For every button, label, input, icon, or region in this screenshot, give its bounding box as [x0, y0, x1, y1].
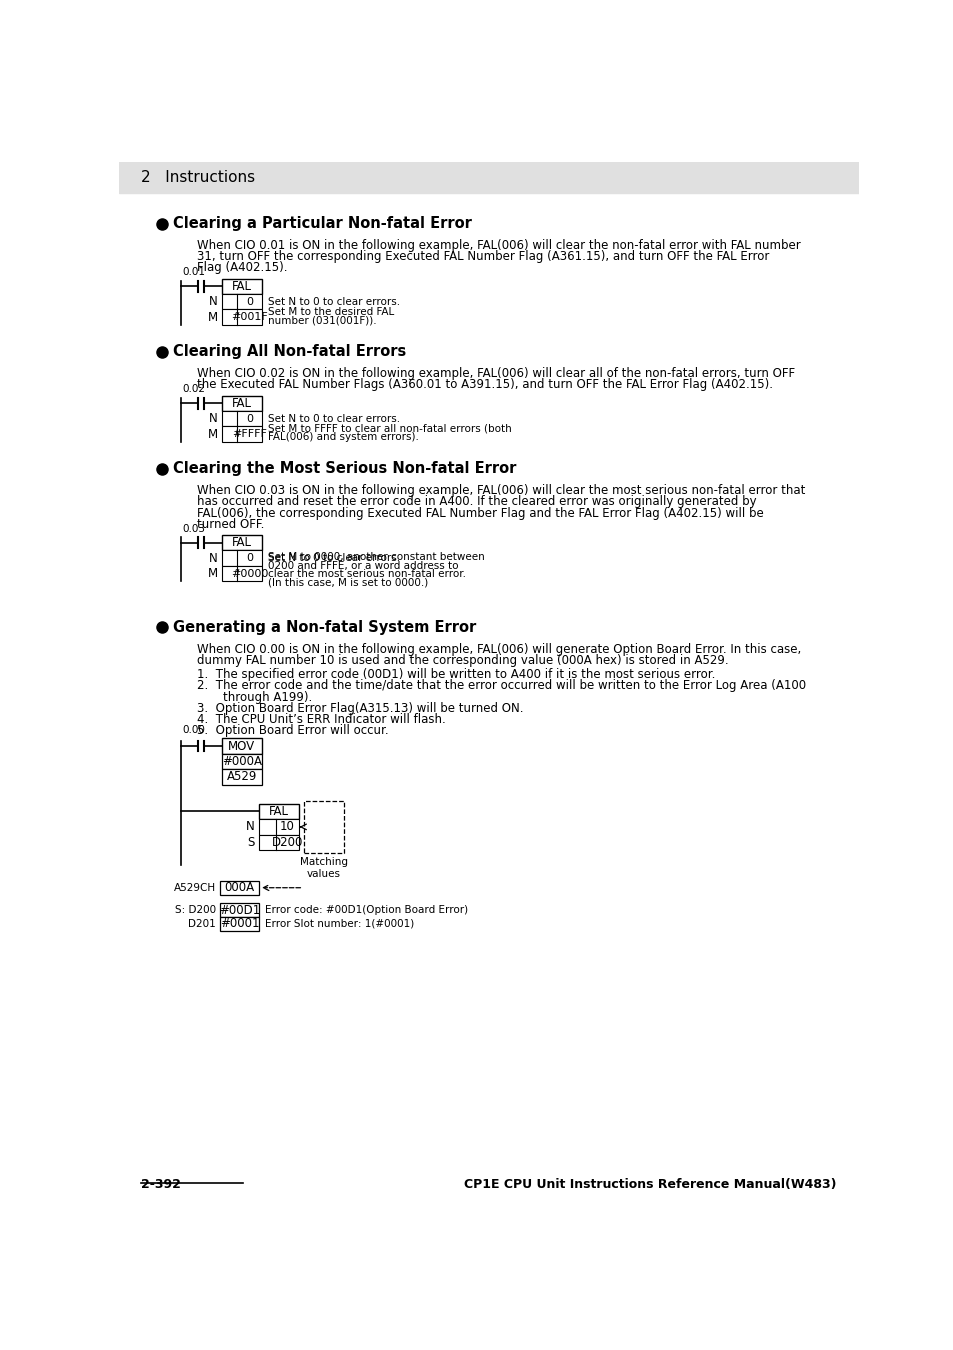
Text: M: M [208, 428, 217, 440]
Bar [221, 769, 261, 784]
Text: M: M [208, 310, 217, 324]
Text: Set M to 0000, another constant between: Set M to 0000, another constant between [268, 552, 484, 563]
Text: 10: 10 [279, 821, 294, 833]
Text: MOV: MOV [228, 740, 255, 752]
Text: 31, turn OFF the corresponding Executed FAL Number Flag (A361.15), and turn OFF : 31, turn OFF the corresponding Executed … [196, 250, 768, 263]
Bar [303, 801, 344, 853]
Text: #000A: #000A [221, 755, 261, 768]
Bar [258, 834, 298, 850]
Text: 0200 and FFFE, or a word address to: 0200 and FFFE, or a word address to [268, 560, 458, 571]
Text: through A199).: through A199). [208, 691, 313, 703]
Text: Matching
values: Matching values [299, 857, 348, 879]
Text: FAL: FAL [232, 397, 252, 410]
Text: 0: 0 [246, 414, 253, 424]
Text: (In this case, M is set to 0000.): (In this case, M is set to 0000.) [268, 578, 428, 587]
Text: 2.  The error code and the time/date that the error occurred will be written to : 2. The error code and the time/date that… [196, 679, 805, 693]
Bar [221, 738, 261, 753]
Text: D200: D200 [272, 836, 303, 849]
Text: When CIO 0.01 is ON in the following example, FAL(006) will clear the non-fatal : When CIO 0.01 is ON in the following exa… [196, 239, 800, 252]
Text: 2-392: 2-392 [141, 1177, 181, 1191]
Text: Set M to FFFF to clear all non-fatal errors (both: Set M to FFFF to clear all non-fatal err… [268, 424, 511, 433]
Text: 1.  The specified error code (00D1) will be written to A400 if it is the most se: 1. The specified error code (00D1) will … [196, 668, 715, 682]
Text: Clearing the Most Serious Non-fatal Error: Clearing the Most Serious Non-fatal Erro… [173, 462, 517, 477]
Text: turned OFF.: turned OFF. [196, 518, 264, 531]
Text: Error Slot number: 1(#0001): Error Slot number: 1(#0001) [265, 919, 414, 929]
Bar [221, 753, 261, 769]
Text: Clearing All Non-fatal Errors: Clearing All Non-fatal Errors [173, 344, 406, 359]
Text: N: N [209, 412, 217, 425]
Text: When CIO 0.02 is ON in the following example, FAL(006) will clear all of the non: When CIO 0.02 is ON in the following exa… [196, 367, 794, 381]
Text: 000A: 000A [224, 882, 254, 894]
Bar [119, 162, 858, 193]
Text: A529: A529 [226, 771, 256, 783]
Bar [221, 427, 261, 441]
Text: has occurred and reset the error code in A400. If the cleared error was original: has occurred and reset the error code in… [196, 495, 756, 509]
Text: #0000: #0000 [231, 568, 268, 579]
Text: 0.01: 0.01 [183, 267, 206, 277]
Text: Set N to 0 to clear errors.: Set N to 0 to clear errors. [268, 297, 399, 306]
Bar [258, 803, 298, 819]
Bar [221, 412, 261, 427]
Text: When CIO 0.03 is ON in the following example, FAL(006) will clear the most serio: When CIO 0.03 is ON in the following exa… [196, 485, 804, 497]
Text: 4.  The CPU Unit’s ERR Indicator will flash.: 4. The CPU Unit’s ERR Indicator will fla… [196, 713, 445, 726]
Text: dummy FAL number 10 is used and the corresponding value (000A hex) is stored in : dummy FAL number 10 is used and the corr… [196, 653, 727, 667]
Text: M: M [208, 567, 217, 580]
Text: number (031(001F)).: number (031(001F)). [268, 316, 376, 325]
Text: 0.00: 0.00 [183, 725, 206, 736]
Text: #001F: #001F [231, 312, 268, 323]
Text: 5.  Option Board Error will occur.: 5. Option Board Error will occur. [196, 724, 388, 737]
Text: N: N [209, 296, 217, 308]
Bar [221, 396, 261, 412]
Text: D201: D201 [188, 919, 216, 929]
Text: N: N [209, 552, 217, 564]
Text: Set N to 0 to clear errors.: Set N to 0 to clear errors. [268, 554, 399, 563]
Text: Set M to the desired FAL: Set M to the desired FAL [268, 306, 394, 317]
Text: #FFFF: #FFFF [232, 429, 267, 439]
Bar [221, 278, 261, 294]
Text: Set N to 0 to clear errors.: Set N to 0 to clear errors. [268, 414, 399, 424]
Text: A529CH: A529CH [173, 883, 216, 892]
Text: 2   Instructions: 2 Instructions [141, 170, 254, 185]
Bar [221, 294, 261, 309]
Text: clear the most serious non-fatal error.: clear the most serious non-fatal error. [268, 570, 466, 579]
Text: the Executed FAL Number Flags (A360.01 to A391.15), and turn OFF the FAL Error F: the Executed FAL Number Flags (A360.01 t… [196, 378, 772, 392]
Text: S: D200: S: D200 [174, 904, 216, 915]
Text: S: S [247, 836, 254, 849]
Text: FAL: FAL [269, 805, 289, 818]
Text: Generating a Non-fatal System Error: Generating a Non-fatal System Error [173, 620, 476, 634]
Bar [221, 551, 261, 566]
Text: Error code: #00D1(Option Board Error): Error code: #00D1(Option Board Error) [265, 904, 468, 915]
Text: 0: 0 [246, 554, 253, 563]
Text: 0: 0 [246, 297, 253, 306]
Bar [220, 903, 258, 917]
Text: 0.03: 0.03 [183, 524, 206, 533]
Text: 0.02: 0.02 [183, 385, 206, 394]
Text: FAL: FAL [232, 279, 252, 293]
Text: N: N [246, 821, 254, 833]
Bar [220, 917, 258, 932]
Text: 3.  Option Board Error Flag(A315.13) will be turned ON.: 3. Option Board Error Flag(A315.13) will… [196, 702, 522, 714]
Bar [258, 819, 298, 834]
Text: #00D1: #00D1 [218, 903, 260, 917]
Bar [221, 566, 261, 582]
Bar [221, 309, 261, 325]
Text: FAL(006) and system errors).: FAL(006) and system errors). [268, 432, 418, 443]
Text: FAL(006), the corresponding Executed FAL Number Flag and the FAL Error Flag (A40: FAL(006), the corresponding Executed FAL… [196, 506, 762, 520]
Text: Flag (A402.15).: Flag (A402.15). [196, 262, 287, 274]
Text: Clearing a Particular Non-fatal Error: Clearing a Particular Non-fatal Error [173, 216, 472, 231]
Text: When CIO 0.00 is ON in the following example, FAL(006) will generate Option Boar: When CIO 0.00 is ON in the following exa… [196, 643, 801, 656]
Text: FAL: FAL [232, 536, 252, 549]
Bar [220, 880, 258, 895]
Text: #0001: #0001 [219, 918, 259, 930]
Text: CP1E CPU Unit Instructions Reference Manual(W483): CP1E CPU Unit Instructions Reference Man… [464, 1177, 836, 1191]
Bar [221, 535, 261, 551]
